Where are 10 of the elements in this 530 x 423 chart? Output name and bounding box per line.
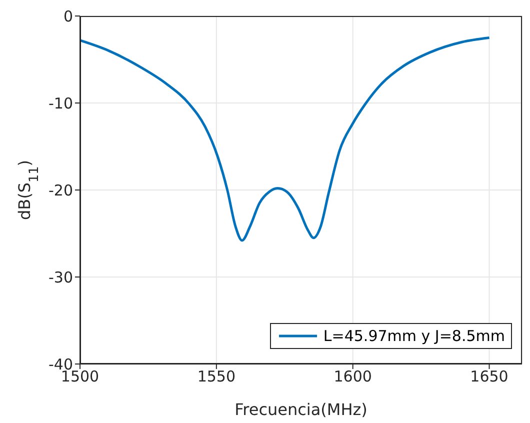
x-axis-title: Frecuencia(MHz) bbox=[234, 400, 368, 419]
y-tick-label: -10 bbox=[48, 94, 73, 112]
x-tick-label: 1550 bbox=[197, 368, 236, 386]
y-tick-label: 0 bbox=[63, 7, 73, 26]
x-tick-label: 1600 bbox=[334, 368, 372, 386]
x-tick-label: 1650 bbox=[470, 368, 508, 386]
y-tick-label: -30 bbox=[48, 268, 73, 286]
line-series bbox=[80, 36, 491, 242]
legend-label: L=45.97mm y J=8.5mm bbox=[323, 327, 505, 345]
y-tick-label: -20 bbox=[48, 181, 73, 200]
